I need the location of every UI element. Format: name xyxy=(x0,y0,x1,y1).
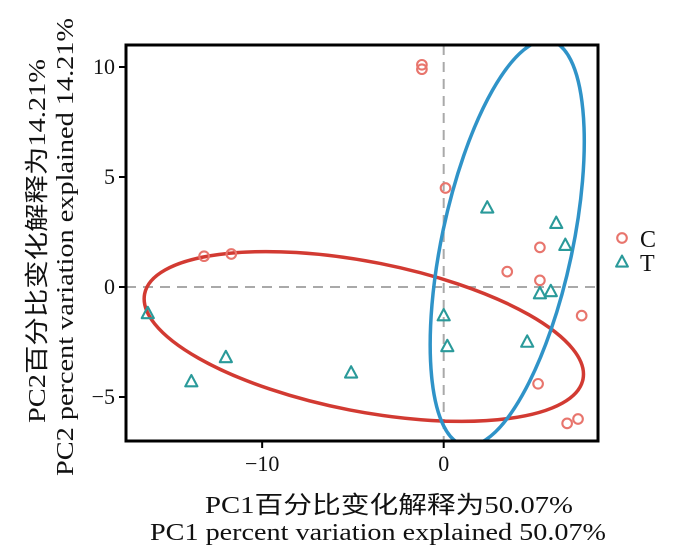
point-t-5 xyxy=(436,307,451,322)
y-tick-label-4: −5 xyxy=(92,384,115,409)
legend-marker-c xyxy=(616,232,628,244)
point-t-10 xyxy=(543,283,558,298)
point-t-4 xyxy=(343,365,359,379)
y-tick-label-3: 0 xyxy=(104,274,115,299)
point-t-8 xyxy=(520,334,535,348)
ellipse-t xyxy=(428,45,587,441)
point-c-2 xyxy=(416,63,428,76)
y-axis-label-chinese: PC2百分比变化解释为14.21% xyxy=(24,59,51,423)
point-c-3 xyxy=(439,182,452,194)
x-axis-label-chinese: PC1百分比变化解释为50.07% xyxy=(205,492,573,519)
point-t-12 xyxy=(558,237,573,252)
point-c-4 xyxy=(198,250,210,263)
legend-layer: CT xyxy=(615,227,656,277)
point-t-7 xyxy=(480,200,495,214)
point-c-5 xyxy=(225,248,238,260)
point-t-9 xyxy=(532,285,548,300)
ellipse-c xyxy=(142,249,586,424)
confidence-ellipse-group xyxy=(142,45,587,441)
legend-label-c: C xyxy=(640,227,656,253)
point-c-12 xyxy=(572,413,584,425)
point-t-2 xyxy=(184,373,199,388)
point-t-3 xyxy=(218,349,233,364)
legend-item-t: T xyxy=(615,251,655,277)
y-tick-label-1: 10 xyxy=(93,54,115,79)
point-c-8 xyxy=(534,274,546,287)
point-t-6 xyxy=(440,338,455,353)
point-c-7 xyxy=(534,241,546,254)
legend-item-c: C xyxy=(616,227,656,253)
x-tick-label-1: −10 xyxy=(245,451,279,476)
point-c-10 xyxy=(532,377,544,390)
point-c-11 xyxy=(561,417,573,430)
legend-label-t: T xyxy=(640,251,655,277)
point-c-9 xyxy=(575,309,588,322)
y-axis-label-english: PC2 percent variation explained 14.21% xyxy=(53,18,79,476)
series-c xyxy=(198,58,588,430)
point-c-1 xyxy=(416,58,428,71)
series-t xyxy=(140,200,573,388)
point-t-1 xyxy=(140,305,155,320)
x-axis-label-english: PC1 percent variation explained 50.07% xyxy=(150,520,606,546)
plot-frame xyxy=(124,43,600,443)
point-t-11 xyxy=(549,215,564,230)
legend-marker-t xyxy=(615,254,629,268)
plot-background xyxy=(126,45,598,441)
point-c-6 xyxy=(501,265,514,278)
x-tick-label-2: 0 xyxy=(438,451,449,476)
y-tick-label-2: 5 xyxy=(104,164,115,189)
plot-layer xyxy=(126,45,598,441)
axis-layer: 10 5 0 −5 −10 0 PC1百分比变化解释为50.07%PC1 percent v… xyxy=(24,18,606,546)
